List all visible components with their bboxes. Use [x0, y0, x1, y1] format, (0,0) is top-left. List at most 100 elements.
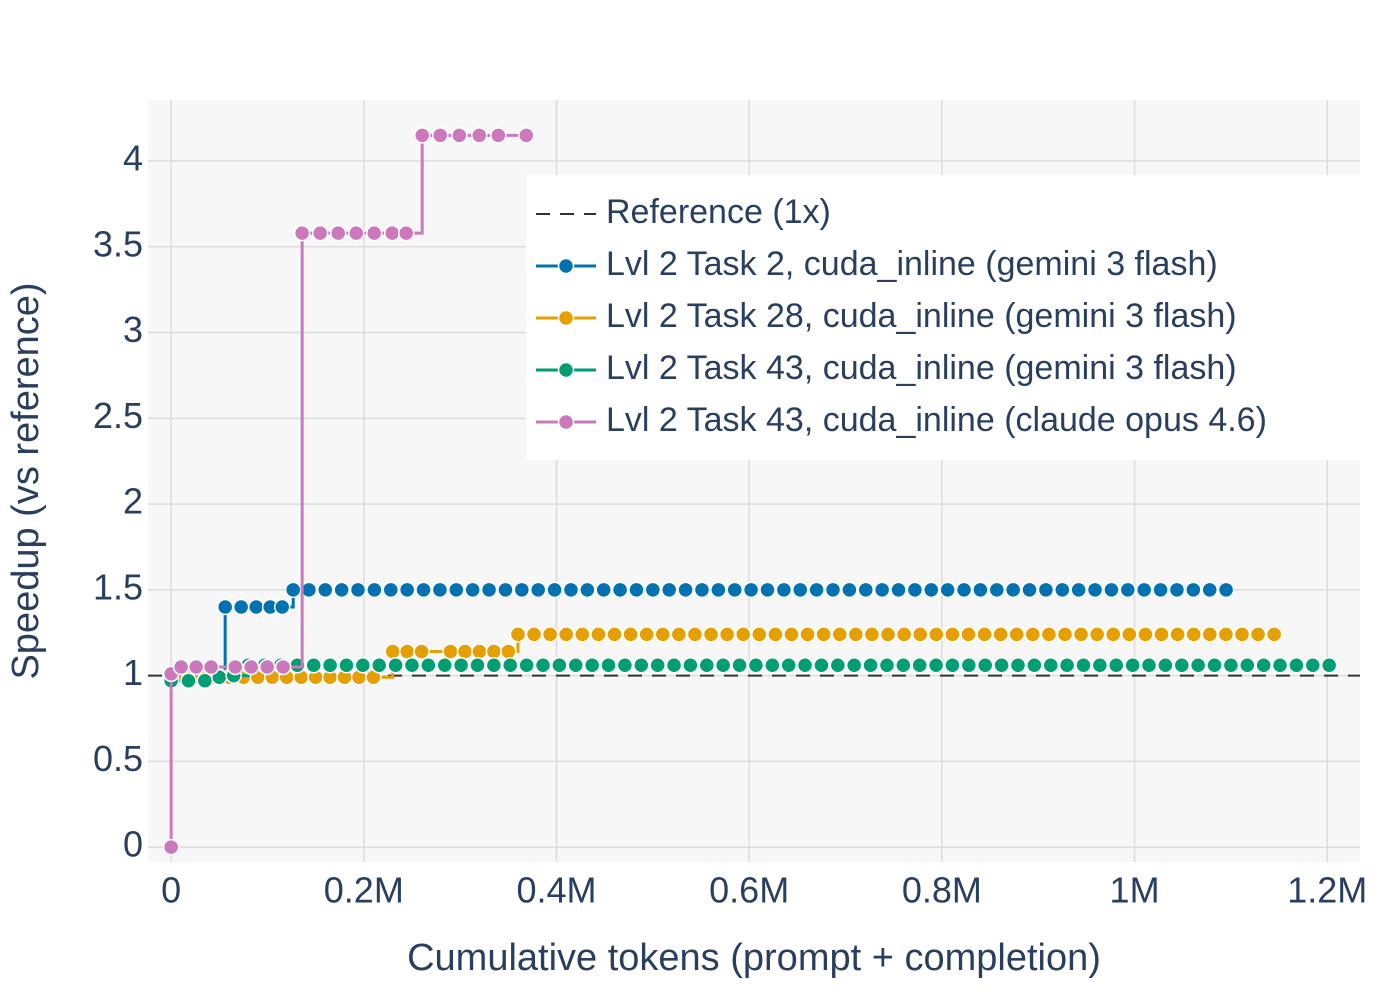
legend-label: Reference (1x)	[606, 193, 831, 231]
data-point	[595, 581, 612, 599]
data-point	[1255, 657, 1272, 674]
data-point	[879, 626, 897, 643]
data-point	[1233, 626, 1251, 643]
data-point	[845, 657, 863, 674]
data-point	[258, 658, 276, 676]
data-point	[590, 626, 607, 643]
data-point	[1086, 581, 1104, 599]
data-point	[600, 657, 617, 674]
data-point	[1173, 657, 1191, 674]
data-point	[1056, 626, 1074, 643]
data-point	[654, 626, 672, 643]
data-point	[960, 657, 978, 674]
data-point	[633, 657, 650, 674]
y-tick-label: 1	[123, 652, 143, 693]
legend-label: Lvl 2 Task 28, cuda_inline (gemini 3 fla…	[606, 297, 1237, 335]
data-point	[873, 581, 891, 599]
data-point	[490, 127, 507, 144]
data-point	[847, 626, 865, 643]
data-point	[1206, 657, 1223, 674]
data-point	[349, 581, 367, 599]
data-point	[293, 224, 311, 242]
data-point	[1088, 626, 1106, 643]
data-point	[686, 626, 704, 643]
legend-marker	[557, 361, 575, 379]
data-point	[1121, 626, 1138, 643]
data-point	[976, 626, 993, 643]
data-point	[562, 581, 580, 599]
data-point	[471, 643, 488, 660]
data-point	[670, 626, 688, 643]
data-point	[338, 657, 355, 674]
data-point	[734, 626, 752, 643]
data-point	[354, 657, 372, 674]
data-point	[976, 657, 994, 674]
data-point	[500, 643, 517, 660]
data-point	[799, 626, 816, 643]
data-point	[274, 658, 292, 676]
data-point	[442, 643, 459, 660]
data-point	[890, 581, 907, 599]
data-point	[551, 657, 568, 674]
data-point	[1008, 626, 1025, 643]
y-axis-title: Speedup (vs reference)	[5, 282, 47, 679]
data-point	[831, 626, 848, 643]
data-point	[517, 127, 535, 144]
data-point	[464, 581, 481, 599]
data-point	[321, 657, 339, 674]
data-point	[1075, 657, 1092, 674]
y-tick-label: 2.5	[93, 395, 143, 436]
data-point	[284, 581, 302, 599]
data-point	[567, 657, 585, 674]
data-point	[747, 657, 765, 674]
y-tick-label: 3	[123, 309, 143, 350]
data-point	[579, 581, 596, 599]
data-point	[187, 658, 205, 676]
data-point	[574, 626, 591, 643]
data-point	[638, 626, 655, 643]
data-point	[1024, 626, 1042, 643]
data-point	[796, 657, 814, 674]
data-point	[485, 643, 503, 660]
data-point	[1042, 657, 1059, 674]
data-point	[1072, 626, 1090, 643]
data-point	[216, 598, 234, 616]
data-point	[415, 581, 432, 599]
data-point	[1026, 657, 1043, 674]
data-point	[370, 657, 388, 674]
data-point	[1189, 657, 1207, 674]
data-point	[895, 626, 913, 643]
data-point	[992, 626, 1009, 643]
data-point	[172, 658, 190, 676]
data-point	[413, 643, 430, 660]
data-point	[317, 581, 334, 599]
data-point	[1137, 626, 1154, 643]
x-tick-label: 0	[161, 870, 181, 911]
data-point	[529, 581, 547, 599]
data-point	[857, 581, 875, 599]
data-point	[1265, 626, 1283, 643]
x-tick-label: 1M	[1110, 870, 1160, 911]
data-point	[525, 626, 543, 643]
data-point	[764, 657, 781, 674]
data-point	[1004, 581, 1022, 599]
data-point	[448, 581, 465, 599]
data-point	[469, 657, 486, 674]
data-point	[928, 626, 945, 643]
x-tick-label: 0.2M	[324, 870, 404, 911]
data-point	[384, 643, 401, 660]
data-point	[815, 626, 832, 643]
data-point	[1009, 657, 1027, 674]
data-point	[398, 581, 416, 599]
data-point	[1103, 581, 1120, 599]
data-point	[693, 581, 711, 599]
data-point	[1135, 581, 1153, 599]
data-point	[944, 626, 961, 643]
data-point	[1185, 626, 1202, 643]
data-point	[242, 658, 260, 676]
data-point	[972, 581, 989, 599]
data-point	[862, 657, 879, 674]
data-point	[960, 626, 977, 643]
data-point	[1021, 581, 1038, 599]
data-point	[895, 657, 912, 674]
